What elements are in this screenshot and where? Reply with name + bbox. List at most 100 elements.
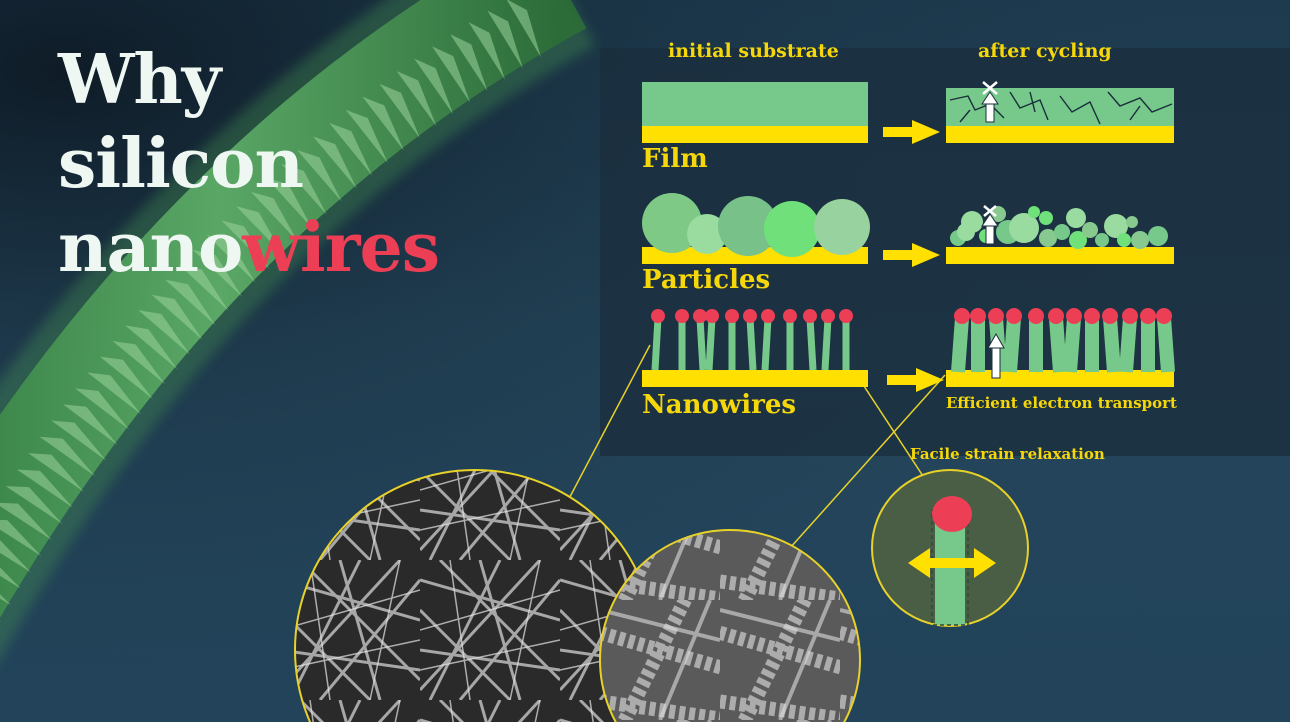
band-spike <box>297 150 342 202</box>
band-spike <box>125 325 178 370</box>
band-spike <box>28 453 84 492</box>
sem-image-zoom <box>599 529 861 722</box>
nanowire-tip <box>693 309 707 323</box>
nanowire-swollen <box>1119 317 1137 373</box>
crack-arrow-icon <box>981 81 999 123</box>
band-spike <box>0 502 52 540</box>
nanowire-tip <box>1066 308 1082 324</box>
nanowire-tip <box>803 309 817 323</box>
page-title: Why silicon nanowires <box>58 38 440 290</box>
nanowire-tip <box>1156 308 1172 324</box>
band-spike <box>487 10 523 69</box>
particles-arrow <box>883 243 940 267</box>
nanowire <box>746 317 757 371</box>
fragment-particle <box>1131 231 1149 249</box>
nanowire-tip <box>1028 308 1044 324</box>
band-spike <box>178 264 229 311</box>
fragment-particle <box>1104 214 1128 238</box>
nanowire-band <box>0 0 596 658</box>
nanowire-tip <box>705 309 719 323</box>
row-label-particles: Particles <box>642 265 771 295</box>
nanowire <box>705 317 716 371</box>
band-spike <box>151 294 203 340</box>
nanowire-swollen <box>1049 317 1067 373</box>
band-spike <box>138 310 190 355</box>
title-line-3-plain: nano <box>58 208 243 288</box>
nanowires-after <box>946 308 1175 387</box>
nanowire-swollen <box>1103 317 1121 373</box>
band-spike <box>506 0 542 58</box>
band-spike <box>450 34 488 92</box>
film-arrow <box>883 120 940 144</box>
nanowire-tip <box>954 308 970 324</box>
annotation-strain: Facile strain relaxation <box>910 445 1105 463</box>
nanowire-tip <box>1102 308 1118 324</box>
band-spike <box>0 519 42 557</box>
band-spike <box>281 163 327 215</box>
band-spike <box>63 404 118 446</box>
fragment-particle <box>1039 211 1053 225</box>
band-spike <box>329 123 373 176</box>
fragment-particle <box>1039 229 1057 247</box>
nanowire-swollen <box>951 317 969 373</box>
band-spike <box>221 220 270 269</box>
particles-initial <box>642 193 870 264</box>
fragment-particle <box>1148 226 1168 246</box>
nanowire <box>651 317 662 371</box>
nanowire <box>806 317 817 371</box>
nanowire-swollen <box>1157 317 1175 373</box>
title-line-1: Why <box>58 40 221 120</box>
fragment-particle <box>1069 231 1087 249</box>
band-spike <box>432 46 471 103</box>
annotation-transport: Efficient electron transport <box>946 394 1177 412</box>
nanowire-swollen <box>1003 317 1021 373</box>
fragment-particle <box>990 206 1006 222</box>
film-after <box>946 88 1174 143</box>
title-line-3: nanowires <box>58 206 440 290</box>
band-spike <box>468 22 506 80</box>
fragment-particle <box>1117 233 1131 247</box>
band-spike <box>0 540 32 573</box>
fragment-particle <box>1082 222 1098 238</box>
nanowires-arrow <box>887 368 944 392</box>
nanowire-tip <box>743 309 757 323</box>
band-spike <box>313 136 357 189</box>
title-line-3-accent: wires <box>242 208 440 288</box>
band-spike <box>16 469 74 508</box>
row-label-nanowires: Nanowires <box>642 390 796 420</box>
band-spike <box>236 206 284 256</box>
band-spike <box>51 420 107 461</box>
band-spike <box>345 109 388 164</box>
fragment-particle <box>1054 224 1070 240</box>
band-spike <box>0 594 11 606</box>
double-arrow-icon <box>908 548 996 578</box>
particle-arrow-icon <box>981 205 999 245</box>
nanowires-initial <box>642 309 868 387</box>
band-spike <box>207 235 256 283</box>
nanowire-tip <box>1048 308 1064 324</box>
nanowire-tip <box>725 309 739 323</box>
nanowire-swollen <box>1063 317 1081 373</box>
nanowire-tip <box>821 309 835 323</box>
band-spike <box>112 341 166 385</box>
band-spike <box>0 567 21 589</box>
band-spike <box>362 96 404 151</box>
nanowire-tip <box>651 309 665 323</box>
band-spike <box>266 177 313 228</box>
transport-arrow-icon <box>987 332 1005 379</box>
nanowire <box>696 317 707 371</box>
band-spike <box>39 436 95 477</box>
column-header-initial: initial substrate <box>668 40 839 62</box>
band-spike <box>192 249 243 297</box>
fragment-particle <box>1028 206 1040 218</box>
band-spike <box>75 388 130 430</box>
band-spike <box>379 83 421 139</box>
fragment-particle <box>1095 233 1109 247</box>
band-spike <box>87 372 141 415</box>
nanowire-tip <box>1006 308 1022 324</box>
band-spike <box>5 486 63 524</box>
fragment-particle <box>1126 216 1138 228</box>
nanowire-tip <box>783 309 797 323</box>
band-spike <box>0 620 2 622</box>
